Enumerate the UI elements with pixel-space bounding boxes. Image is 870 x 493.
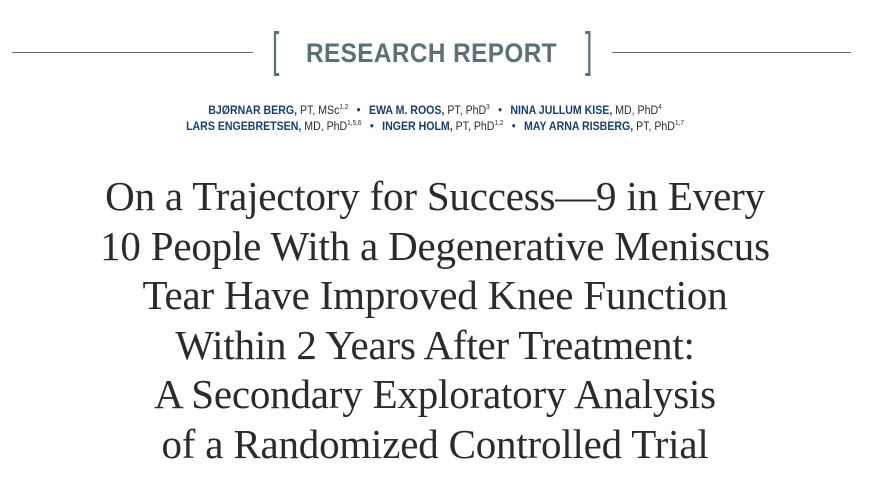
author-separator: • — [369, 121, 374, 133]
author-separator: • — [356, 105, 361, 117]
author-name: NINA JULLUM KISE, — [510, 105, 613, 117]
author-credentials: MD, PhD — [301, 121, 348, 133]
author-separator: • — [511, 121, 516, 133]
author-affiliation: 4 — [658, 104, 662, 112]
section-label-text: RESEARCH REPORT — [306, 37, 558, 68]
bracket-close: ] — [584, 24, 592, 77]
author-separator: • — [498, 105, 502, 117]
author-name: LARS ENGEBRETSEN, — [186, 121, 302, 133]
title-line: Within 2 Years After Treatment: — [175, 321, 695, 368]
author-name: INGER HOLM, — [382, 121, 453, 133]
author-credentials: PT, PhD — [633, 121, 675, 133]
header-rule-right — [612, 52, 851, 54]
bracket-open: [ — [272, 24, 280, 77]
header-rule-left — [12, 52, 253, 54]
author-list: BJØRNAR BERG, PT, MSc1,2 • EWA M. ROOS, … — [0, 103, 870, 135]
author-credentials: MD, PhD — [612, 105, 659, 117]
article-title: On a Trajectory for Success—9 in Every 1… — [0, 172, 870, 469]
author-affiliation: 3 — [486, 104, 490, 112]
author-line-2: LARS ENGEBRETSEN, MD, PhD1,5,6 • INGER H… — [35, 119, 835, 135]
author: BJØRNAR BERG, PT, MSc1,2 — [208, 104, 349, 117]
author: MAY ARNA RISBERG, PT, PhD1,7 — [524, 120, 684, 133]
title-line: 10 People With a Degenerative Meniscus — [100, 222, 770, 269]
author-affiliation: 1,2 — [494, 120, 504, 128]
title-line: A Secondary Exploratory Analysis — [154, 371, 716, 417]
title-line: Tear Have Improved Knee Function — [142, 272, 728, 318]
section-label: [ RESEARCH REPORT ] — [254, 24, 610, 78]
author: INGER HOLM, PT, PhD1,2 — [382, 120, 504, 133]
author-affiliation: 1,5,6 — [347, 120, 362, 128]
author-affiliation: 1,2 — [339, 104, 349, 112]
author-name: EWA M. ROOS, — [368, 105, 445, 117]
author-line-1: BJØRNAR BERG, PT, MSc1,2 • EWA M. ROOS, … — [35, 103, 835, 119]
author-name: MAY ARNA RISBERG, — [524, 121, 634, 133]
author-name: BJØRNAR BERG, — [208, 105, 298, 117]
author-credentials: PT, MSc — [297, 105, 340, 117]
author: LARS ENGEBRETSEN, MD, PhD1,5,6 — [186, 120, 362, 133]
author-affiliation: 1,7 — [674, 120, 684, 128]
title-line: On a Trajectory for Success—9 in Every — [105, 173, 765, 219]
author: EWA M. ROOS, PT, PhD3 — [368, 104, 490, 117]
author: NINA JULLUM KISE, MD, PhD4 — [510, 104, 662, 117]
author-credentials: PT, PhD — [444, 105, 487, 117]
section-header: [ RESEARCH REPORT ] — [0, 24, 870, 78]
author-credentials: PT, PhD — [452, 121, 495, 133]
title-line: of a Randomized Controlled Trial — [161, 420, 709, 467]
